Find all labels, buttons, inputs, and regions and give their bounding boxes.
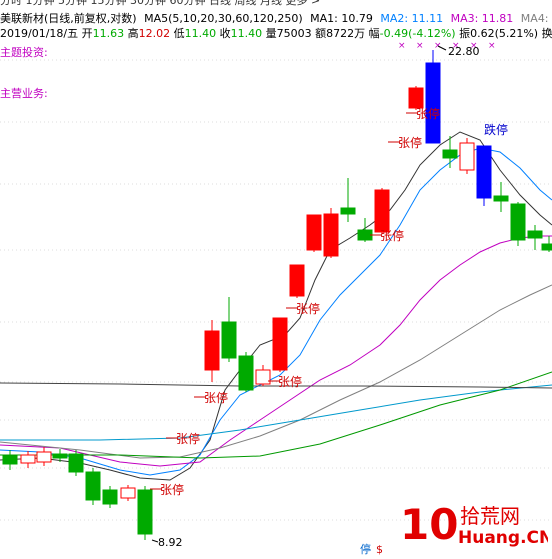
candle-body	[493, 195, 509, 202]
candle-body	[36, 451, 52, 463]
x-marker: ×	[470, 41, 478, 51]
candle-body	[323, 213, 339, 257]
high-value: 12.02	[138, 27, 171, 40]
ma2-line	[0, 147, 552, 476]
candle-body	[20, 454, 36, 464]
stock-title: 美联新材(日线,前复权,对数)	[0, 12, 137, 25]
bar-date: 2019/01/18/五	[0, 27, 79, 40]
candle-body	[120, 487, 136, 499]
high-price-label: 22.80	[448, 45, 480, 58]
amplitude-value: 0.62(5.21%)	[470, 27, 539, 40]
low-value: 11.40	[184, 27, 217, 40]
candle-body	[541, 243, 552, 251]
period-tabs[interactable]: 分时 1分钟 5分钟 15分钟 30分钟 60分钟 日线 周线 月线 更多 >	[0, 0, 321, 7]
bottom-icon-a: 停	[360, 542, 371, 556]
watermark: 10 拾荒网 Huang.CN	[398, 499, 552, 551]
chart-header: 美联新材(日线,前复权,对数) MA5(5,10,20,30,60,120,25…	[0, 12, 552, 26]
amount-value: 8722万	[326, 27, 366, 40]
ma4-value: MA4: 12.	[520, 12, 552, 25]
candle-body	[221, 321, 237, 359]
ma6-line	[0, 371, 552, 459]
candle-body	[2, 455, 18, 465]
theme-investment-label[interactable]: 主题投资:	[0, 46, 48, 59]
svg-text:Huang.CN: Huang.CN	[458, 528, 548, 547]
x-marker: ×	[416, 41, 424, 51]
candle-body	[459, 142, 475, 171]
svg-text:拾荒网: 拾荒网	[460, 504, 520, 528]
candle-body	[408, 87, 424, 109]
open-label: 开	[81, 27, 93, 40]
limit-up-tag: 张停	[160, 482, 184, 497]
x-marker: ×	[398, 41, 406, 51]
candle-body	[289, 264, 305, 297]
candle-body	[85, 471, 101, 501]
ma3-line	[0, 235, 552, 467]
limit-up-tag: 张停	[176, 431, 200, 446]
candle-body	[102, 489, 118, 505]
ma1-line	[0, 131, 552, 481]
volume-value: 75003	[276, 27, 312, 40]
candle-body	[272, 317, 288, 371]
ohlc-line: 2019/01/18/五 开11.63 高12.02 低11.40 收11.40…	[0, 27, 552, 41]
ma1-value: MA1: 10.79	[310, 12, 373, 25]
candle-body	[357, 229, 373, 241]
candle-body	[204, 330, 220, 371]
turnover-label: 换	[541, 27, 552, 40]
low-price-label: 8.92	[158, 536, 183, 549]
close-label: 收	[219, 27, 231, 40]
candle-body	[527, 230, 543, 239]
candle-body	[306, 214, 322, 251]
limit-up-tag: 张停	[380, 228, 404, 243]
change-value: -0.49(-4.12%)	[379, 27, 456, 40]
candle-body	[238, 355, 254, 391]
limit-up-tag: 张停	[416, 106, 440, 121]
ma2-value: MA2: 11.11	[380, 12, 444, 25]
candle-body	[442, 149, 458, 159]
limit-down-tag: 跌停	[484, 122, 508, 137]
x-marker: ×	[488, 41, 496, 51]
main-business-label[interactable]: 主营业务:	[0, 87, 48, 100]
candle-body	[340, 207, 356, 215]
amount-label: 额	[315, 27, 327, 40]
candle-body	[68, 453, 84, 473]
candle-body	[52, 453, 68, 459]
volume-label: 量	[265, 27, 277, 40]
low-label: 低	[173, 27, 185, 40]
ma5-line	[0, 384, 552, 441]
high-label: 高	[127, 27, 139, 40]
limit-up-tag: 张停	[296, 301, 320, 316]
ma4-line	[0, 284, 552, 459]
svg-text:10: 10	[400, 500, 458, 547]
limit-up-tag: 张停	[204, 390, 228, 405]
high-pointer	[437, 45, 447, 51]
ma-settings[interactable]: MA5(5,10,20,30,60,120,250)	[144, 12, 303, 25]
ma7-line	[0, 382, 552, 389]
candle-body	[425, 62, 441, 144]
candle-body	[510, 203, 526, 241]
bottom-icon-b: $	[376, 543, 383, 556]
limit-up-tag: 张停	[398, 135, 422, 150]
close-value: 11.40	[230, 27, 263, 40]
open-value: 11.63	[92, 27, 125, 40]
low-pointer	[151, 539, 159, 543]
candle-body	[374, 189, 390, 233]
x-marker: ×	[434, 41, 442, 51]
ma3-value: MA3: 11.81	[450, 12, 514, 25]
amplitude-label: 振	[459, 27, 471, 40]
x-marker: ×	[452, 41, 460, 51]
limit-up-tag: 张停	[278, 374, 302, 389]
candle-body	[255, 369, 271, 385]
candle-body	[137, 489, 153, 535]
watermark-logo-icon: 10 拾荒网 Huang.CN	[400, 500, 552, 549]
candle-body	[476, 145, 492, 199]
change-label: 幅	[368, 27, 380, 40]
